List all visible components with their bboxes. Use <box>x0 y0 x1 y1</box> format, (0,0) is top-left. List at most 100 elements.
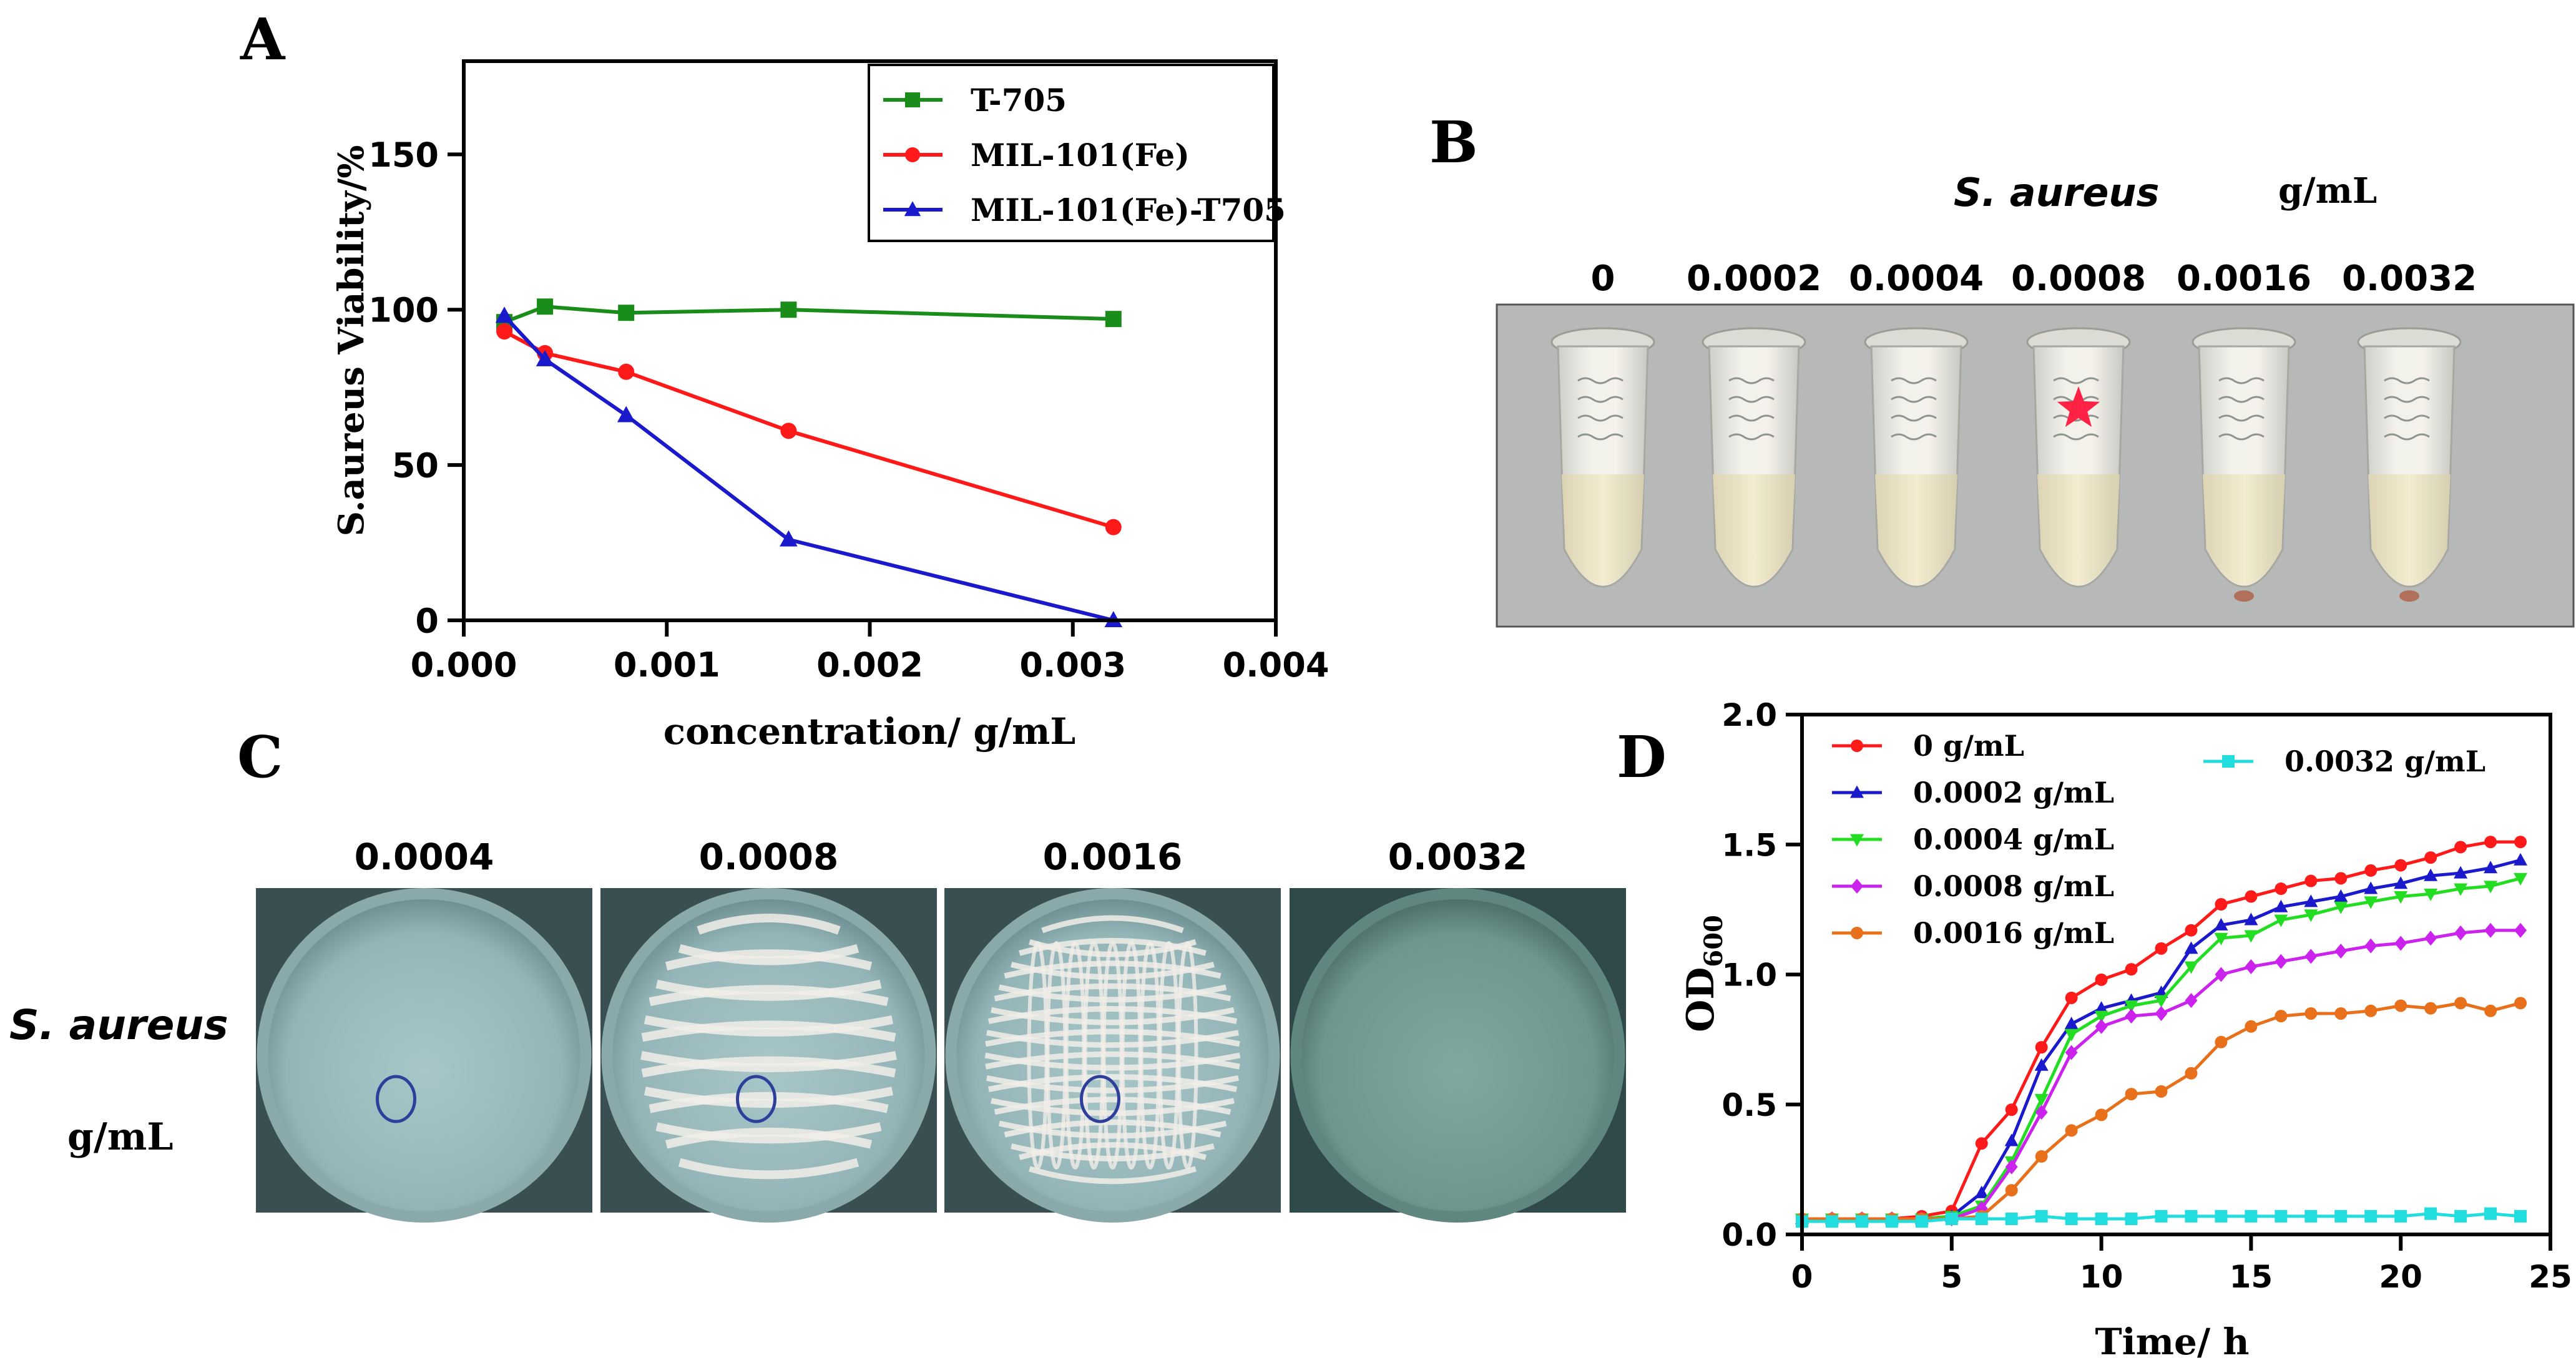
tube-handwriting <box>2218 433 2265 441</box>
data-point <box>496 323 513 340</box>
colony-streak <box>655 1122 882 1144</box>
tube-handwriting <box>2218 414 2265 422</box>
colony-streak <box>1029 1166 1197 1185</box>
tube-handwriting <box>2384 377 2430 384</box>
chart-a-axes-frame <box>462 59 1278 622</box>
data-point <box>2035 1105 2048 1120</box>
tube-handwriting <box>1728 377 1775 384</box>
tube-handwriting <box>2218 396 2265 403</box>
tube-sediment <box>2234 590 2254 602</box>
tube-photo-panel: S. aureus g/mL 0 0.0002 0.0004 0.0008 0.0016… <box>1496 170 2575 628</box>
legend-label: 0.0002 g/mL <box>1913 776 2114 809</box>
x-tick-label: 0.002 <box>816 645 923 685</box>
tube-liquid <box>1562 474 1644 585</box>
data-point <box>2364 938 2378 954</box>
tube <box>1550 327 1655 588</box>
data-point <box>1105 519 1122 535</box>
data-point <box>2424 1207 2437 1220</box>
data-point <box>2065 991 2078 1004</box>
data-point <box>2424 888 2438 901</box>
data-point <box>2185 993 2198 1009</box>
x-tick-label: 15 <box>2230 1259 2273 1295</box>
data-point <box>2364 864 2378 877</box>
tube <box>2026 327 2131 588</box>
chart-d-y-axis-label-sub: 600 <box>1699 915 1728 967</box>
data-point <box>2214 932 2228 945</box>
data-point <box>2005 1159 2018 1175</box>
tube-handwriting <box>2218 377 2265 384</box>
data-point <box>2185 1067 2198 1080</box>
plate-label: 0.0008 <box>699 836 839 878</box>
agar-surface <box>1301 899 1614 1211</box>
chart-d-axes-frame <box>1800 713 2552 1236</box>
colony-streak <box>678 944 859 965</box>
data-point <box>2184 961 2198 974</box>
data-point <box>2065 1213 2078 1226</box>
legend-marker <box>2222 755 2235 768</box>
data-point <box>2364 881 2378 894</box>
data-point <box>2245 1020 2258 1033</box>
plate-photo <box>256 888 592 1223</box>
data-point <box>2035 1209 2048 1223</box>
panel-letter-d: D <box>1617 723 1667 791</box>
tube-organism-label: S. aureus <box>1954 170 2159 215</box>
tube-handwriting <box>1577 433 1623 441</box>
data-point <box>2514 852 2528 866</box>
data-point <box>1945 1213 1958 1226</box>
plate-photo-panel: S. aureus g/mL 0.0004 0.0008 0.0016 0.0032 <box>9 836 1626 1223</box>
colony-streak <box>641 1020 896 1042</box>
panel-letter-b: B <box>1429 109 1478 176</box>
tube-handwriting <box>1577 377 1623 384</box>
chart-d-x-axis-label: Time/ h <box>2095 1321 2249 1363</box>
data-point <box>1105 311 1122 328</box>
data-point <box>2394 891 2408 904</box>
plate-photo <box>1290 888 1626 1223</box>
data-point <box>1975 1137 1988 1150</box>
y-tick-label: 1.0 <box>1721 957 1777 994</box>
data-point <box>2155 942 2168 955</box>
data-point <box>2424 1002 2437 1015</box>
data-point <box>2484 836 2497 849</box>
data-point <box>2424 851 2437 864</box>
data-point <box>495 306 514 323</box>
data-point <box>2334 1007 2348 1020</box>
colony-streak <box>985 1028 1240 1047</box>
tube-handwriting <box>2053 377 2099 384</box>
data-point <box>2154 995 2168 1008</box>
series-line-1 <box>1802 840 2521 1221</box>
data-point <box>2394 936 2407 951</box>
legend-marker <box>1851 879 1863 894</box>
data-point <box>2125 1088 2138 1101</box>
data-point <box>2065 1045 2078 1060</box>
legend-label: 0.0016 g/mL <box>1913 916 2114 950</box>
legend-marker <box>1850 785 1864 798</box>
tube-handwriting <box>1728 414 1775 422</box>
colony-streak <box>678 1158 859 1180</box>
x-tick-label: 20 <box>2379 1259 2422 1295</box>
legend-marker <box>905 92 920 107</box>
series-line-3 <box>502 315 1114 622</box>
data-point <box>2514 836 2527 849</box>
x-tick-label: 0.004 <box>1223 645 1330 685</box>
data-point <box>618 363 635 380</box>
data-point <box>2275 1209 2288 1223</box>
data-point <box>2275 1010 2288 1023</box>
data-point <box>1974 1185 1989 1198</box>
data-point <box>2094 1010 2108 1023</box>
x-tick-label: 0.000 <box>411 645 517 685</box>
data-point <box>2394 1209 2407 1223</box>
colony-streak <box>985 1051 1240 1070</box>
tube-label: 0 <box>1591 258 1615 299</box>
panel-letter-c: C <box>237 723 283 791</box>
chart-d-legend: 0 g/mL 0.0002 g/mL 0.0004 g/mL 0.0008 g/mL 0… <box>1832 729 2485 950</box>
data-point <box>2065 1124 2078 1137</box>
data-point <box>2484 861 2498 874</box>
tube-handwriting <box>2384 433 2430 441</box>
series-line-1 <box>503 305 1114 324</box>
data-point <box>2214 917 2228 931</box>
data-point <box>617 406 635 423</box>
colony-streak <box>649 985 889 1007</box>
panel-letter-a: A <box>240 6 286 73</box>
data-point <box>2155 1209 2168 1223</box>
tube-handwriting <box>1891 396 1937 403</box>
